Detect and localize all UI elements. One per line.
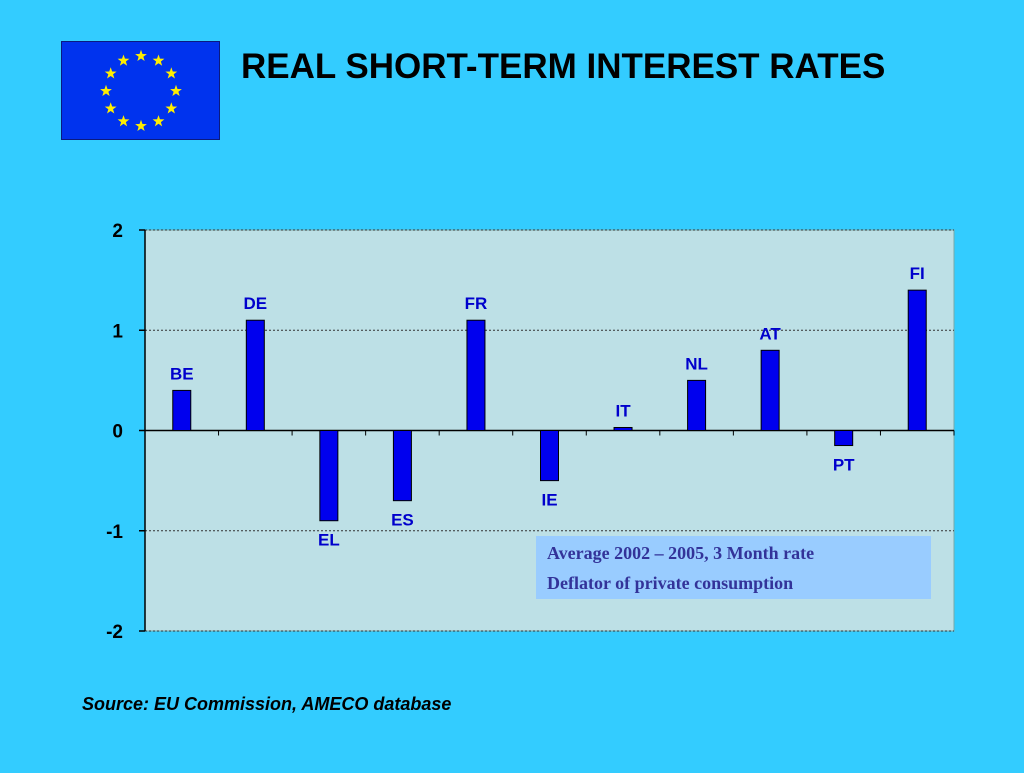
y-tick-label: -1 [106,522,123,543]
bar-it [613,426,633,431]
y-tick-label: 2 [112,221,123,242]
flag-star-icon [117,54,130,66]
chart-annotation-box: Average 2002 – 2005, 3 Month rate Deflat… [536,536,931,599]
bar-el [319,430,339,522]
flag-star-icon [152,115,165,127]
eu-flag-stars [100,49,182,132]
bar-label-fr: FR [465,294,488,313]
bar-label-it: IT [615,401,631,420]
flag-star-icon [135,119,147,132]
y-tick-label: 0 [112,422,123,443]
bar-label-el: EL [318,531,340,550]
annotation-line-1: Average 2002 – 2005, 3 Month rate [547,543,815,563]
bar-nl [687,379,707,431]
flag-star-icon [170,84,182,97]
bar-label-de: DE [244,294,268,313]
bar-label-at: AT [759,324,781,343]
bar-pt [834,430,854,447]
y-tick-label: -2 [106,622,123,643]
flag-star-icon [135,49,147,62]
flag-star-icon [152,54,165,66]
bar-label-pt: PT [833,456,855,475]
flag-star-icon [165,102,178,114]
flag-star-icon [100,84,112,97]
flag-star-icon [104,67,117,79]
eu-flag-icon [61,41,220,140]
flag-star-icon [165,67,178,79]
annotation-line-2: Deflator of private consumption [547,573,794,593]
bar-label-be: BE [170,364,194,383]
flag-star-icon [104,102,117,114]
bar-label-nl: NL [685,354,708,373]
slide-title: REAL SHORT-TERM INTEREST RATES [241,47,886,86]
bar-label-es: ES [391,511,414,530]
flag-star-icon [117,115,130,127]
source-note: Source: EU Commission, AMECO database [82,694,452,714]
y-tick-label: 1 [112,321,123,342]
bar-de [245,319,265,432]
bar-fr [466,319,486,432]
bar-at [760,349,780,431]
bar-label-ie: IE [541,491,557,510]
bar-es [392,430,412,502]
bar-fi [907,289,927,431]
bar-ie [540,430,559,482]
bar-label-fi: FI [910,264,925,283]
bar-be [172,389,192,431]
